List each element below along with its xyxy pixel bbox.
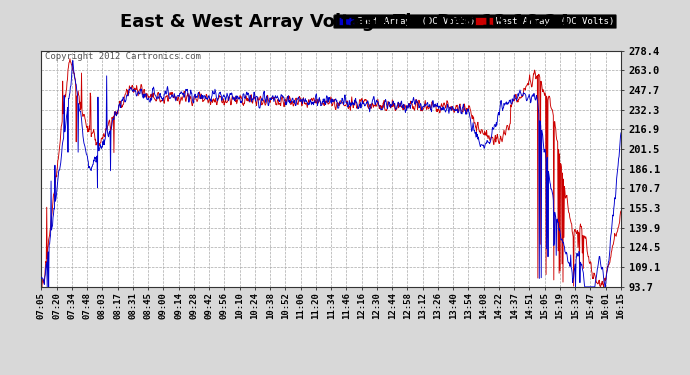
- Text: Copyright 2012 Cartronics.com: Copyright 2012 Cartronics.com: [45, 52, 201, 61]
- Legend: East Array  (DC Volts), West Array  (DC Volts): East Array (DC Volts), West Array (DC Vo…: [333, 14, 616, 28]
- Text: East & West Array Voltage Thu Dec 13 16:24: East & West Array Voltage Thu Dec 13 16:…: [120, 13, 570, 31]
